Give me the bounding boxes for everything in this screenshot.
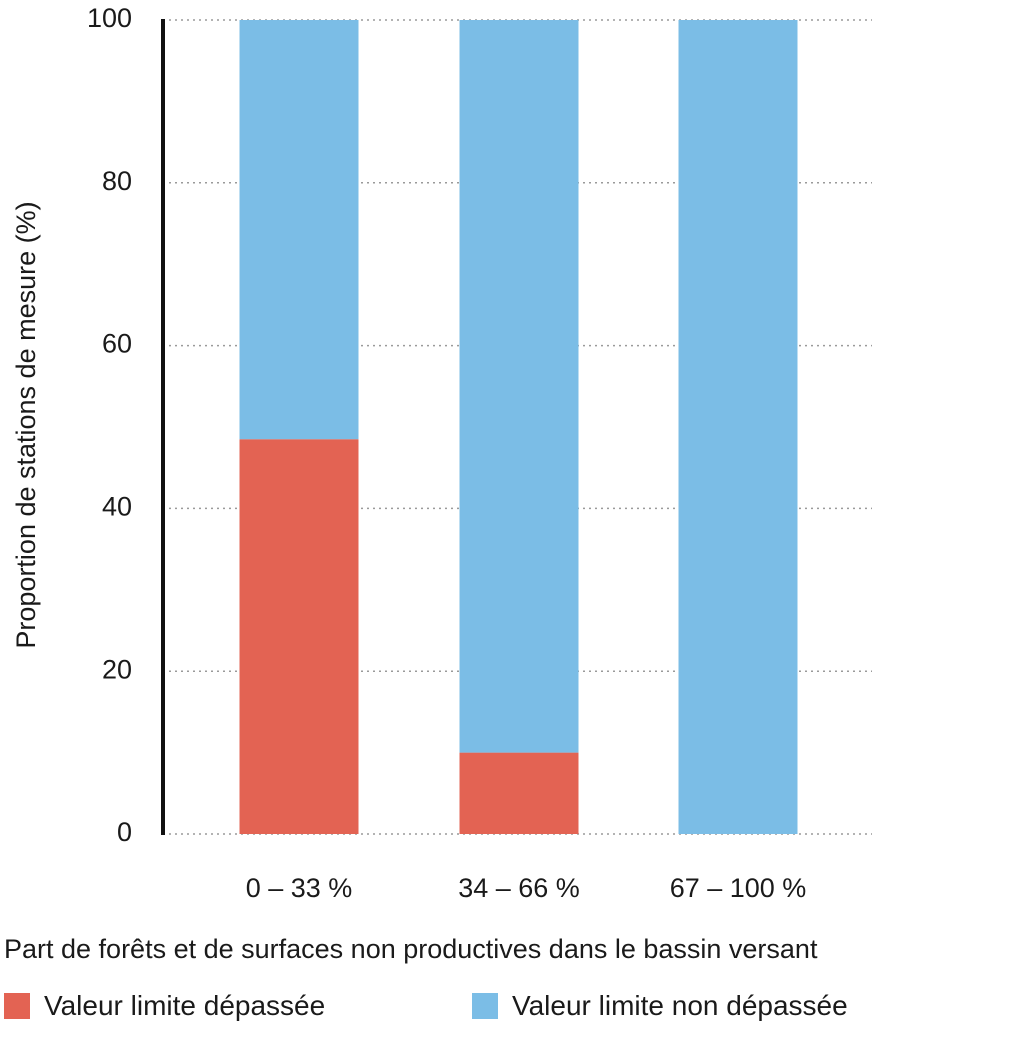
bar-not-exceeded-2 <box>678 20 798 834</box>
legend-swatch-not-exceeded <box>472 993 498 1019</box>
y-tick-label-40: 40 <box>102 492 132 522</box>
x-tick-labels: 0 – 33 % 34 – 66 % 67 – 100 % <box>246 873 807 903</box>
legend-swatch-exceeded <box>4 993 30 1019</box>
x-tick-label-0: 0 – 33 % <box>246 873 353 903</box>
stacked-bar-chart: 0 20 40 60 80 100 0 – 33 % 34 – 66 % 67 – 100 %… <box>4 3 872 964</box>
legend-item-exceeded: Valeur limite dépassée <box>4 990 325 1022</box>
y-tick-label-0: 0 <box>117 817 132 847</box>
bar-exceeded-1 <box>459 752 579 834</box>
bars <box>239 20 798 834</box>
legend-label-exceeded: Valeur limite dépassée <box>44 990 326 1021</box>
legend: Valeur limite dépassée Valeur limite non… <box>0 990 1024 1036</box>
y-tick-label-100: 100 <box>87 3 132 33</box>
bar-not-exceeded-1 <box>459 20 579 753</box>
y-tick-label-20: 20 <box>102 654 132 684</box>
y-tick-label-80: 80 <box>102 166 132 196</box>
y-tick-labels: 0 20 40 60 80 100 <box>87 3 132 847</box>
y-tick-label-60: 60 <box>102 329 132 359</box>
x-axis-title: Part de forêts et de surfaces non produc… <box>4 934 818 964</box>
legend-item-not-exceeded: Valeur limite non dépassée <box>472 990 848 1022</box>
x-tick-label-2: 67 – 100 % <box>670 873 807 903</box>
x-tick-label-1: 34 – 66 % <box>458 873 580 903</box>
bar-not-exceeded-0 <box>239 20 359 440</box>
y-axis-title: Proportion de stations de mesure (%) <box>11 201 41 648</box>
bar-exceeded-0 <box>239 439 359 834</box>
legend-label-not-exceeded: Valeur limite non dépassée <box>512 990 848 1021</box>
